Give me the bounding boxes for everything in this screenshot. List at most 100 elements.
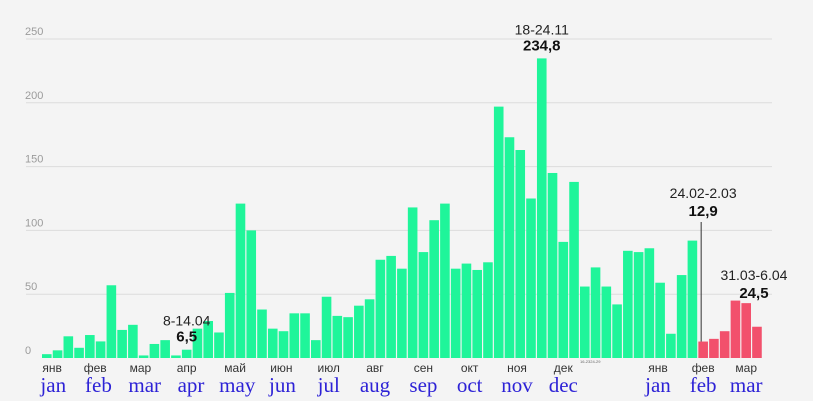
x-tick-label-ru: янв bbox=[42, 361, 62, 375]
bar bbox=[321, 296, 332, 358]
bar bbox=[160, 340, 170, 358]
bar bbox=[267, 328, 278, 358]
x-axis-months-ru: янв фев мар апр май июн июл авг сен окт ноя дек янв ф… bbox=[42, 361, 757, 375]
bar bbox=[429, 220, 439, 358]
x-tick-label-en: jul bbox=[317, 373, 340, 397]
bar bbox=[676, 275, 687, 358]
bar bbox=[74, 347, 84, 358]
x-tick-label-en: may bbox=[219, 373, 256, 397]
bar bbox=[224, 292, 235, 358]
annotation-label: 24.02-2.03 bbox=[670, 185, 737, 201]
bar bbox=[246, 230, 257, 358]
x-axis-months-en: jan feb mar apr may jun jul aug sep oct nov dec jan f… bbox=[39, 373, 762, 397]
x-tick-label-en: nov bbox=[501, 373, 533, 397]
bar bbox=[52, 350, 63, 358]
x-tick-label-en: jan bbox=[39, 373, 66, 397]
bar bbox=[407, 207, 418, 358]
bar bbox=[558, 241, 569, 358]
x-tick-label-en: mar bbox=[128, 373, 161, 397]
bar bbox=[257, 309, 267, 358]
y-tick-label: 0 bbox=[25, 345, 31, 357]
bar bbox=[418, 252, 429, 358]
bar bbox=[569, 181, 579, 358]
y-tick-label: 250 bbox=[25, 26, 43, 38]
bar bbox=[128, 324, 138, 358]
annotation-label: 18-24.11 bbox=[515, 21, 569, 37]
bar bbox=[117, 329, 127, 358]
bar bbox=[42, 354, 52, 358]
x-tick-label-ru: сен bbox=[414, 361, 433, 375]
bar bbox=[461, 263, 472, 358]
bar bbox=[719, 331, 730, 358]
small-week-label: 16-2324-29 bbox=[580, 359, 601, 364]
bar bbox=[450, 268, 461, 358]
bar bbox=[149, 343, 160, 358]
bar bbox=[612, 304, 622, 358]
bar bbox=[590, 267, 601, 358]
bar bbox=[515, 150, 526, 358]
bar bbox=[709, 338, 719, 358]
x-tick-label-ru: мар bbox=[735, 361, 757, 375]
bar bbox=[138, 355, 149, 358]
bar bbox=[289, 313, 300, 358]
bar bbox=[633, 252, 644, 358]
bar bbox=[343, 317, 353, 358]
x-tick-label-en: mar bbox=[730, 373, 763, 397]
x-tick-label-en: oct bbox=[457, 373, 483, 397]
y-tick-label: 200 bbox=[25, 90, 43, 102]
x-tick-label-en: apr bbox=[178, 373, 205, 397]
bar bbox=[440, 203, 450, 358]
y-tick-label: 150 bbox=[25, 154, 43, 166]
bar bbox=[332, 315, 343, 358]
bar bbox=[63, 336, 74, 358]
bar bbox=[386, 255, 396, 358]
annotation-value: 234,8 bbox=[523, 37, 561, 54]
x-tick-label-ru: янв bbox=[648, 361, 668, 375]
bar bbox=[698, 341, 708, 358]
x-tick-label-ru: авг bbox=[366, 361, 384, 375]
annotation-value: 6,5 bbox=[176, 329, 197, 346]
x-tick-label-ru: ноя bbox=[507, 361, 527, 375]
annotation-value: 24,5 bbox=[739, 285, 768, 302]
bar bbox=[547, 172, 558, 358]
bar bbox=[106, 285, 117, 358]
x-tick-label-ru: дек bbox=[554, 361, 574, 375]
bar bbox=[171, 355, 181, 358]
y-tick-label: 50 bbox=[25, 281, 37, 293]
y-axis: 0 50 100 150 200 250 bbox=[25, 26, 43, 357]
annotation-label: 31.03-6.04 bbox=[720, 267, 787, 283]
bar bbox=[493, 106, 504, 359]
bar bbox=[655, 282, 665, 358]
x-tick-label-en: dec bbox=[549, 373, 578, 397]
x-tick-label-ru: мар bbox=[130, 361, 152, 375]
bar bbox=[687, 240, 698, 358]
bar bbox=[580, 286, 590, 358]
bar bbox=[601, 286, 612, 358]
bar bbox=[214, 332, 224, 358]
bar bbox=[730, 300, 741, 358]
x-tick-label-en: aug bbox=[360, 373, 391, 397]
bar bbox=[472, 269, 482, 358]
x-tick-label-en: jun bbox=[268, 373, 296, 397]
bar bbox=[526, 198, 536, 358]
x-tick-label-ru: фев bbox=[692, 361, 715, 375]
grid-lines bbox=[26, 38, 772, 295]
bar bbox=[192, 328, 203, 358]
x-tick-label-ru: май bbox=[224, 361, 246, 375]
bar bbox=[311, 340, 321, 358]
bar bbox=[85, 335, 95, 358]
bar bbox=[364, 299, 375, 358]
bar bbox=[666, 333, 676, 358]
bar bbox=[483, 262, 493, 358]
bar bbox=[397, 268, 407, 358]
bar bbox=[644, 248, 655, 358]
annotation-label: 8-14.04 bbox=[163, 313, 211, 329]
x-tick-label-ru: июл bbox=[317, 361, 339, 375]
bar bbox=[278, 331, 289, 358]
bar bbox=[623, 250, 633, 358]
bar bbox=[354, 305, 364, 358]
x-tick-label-ru: апр bbox=[177, 361, 197, 375]
x-tick-label-en: feb bbox=[85, 373, 112, 397]
